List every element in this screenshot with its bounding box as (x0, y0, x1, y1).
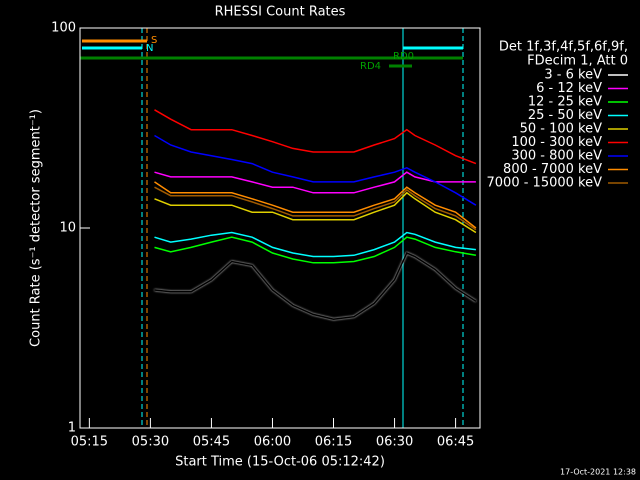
series-line (154, 186, 477, 231)
y-axis-label: Count Rate (s⁻¹ detector segment⁻¹) (29, 109, 44, 347)
legend-header: FDecim 1, Att 0 (527, 54, 628, 69)
legend-label: 300 - 800 keV (511, 149, 602, 164)
legend-header: Det 1f,3f,4f,5f,6f,9f, (499, 40, 628, 55)
x-tick-label: 06:15 (315, 435, 352, 450)
legend-label: 7000 - 15000 keV (487, 176, 603, 191)
y-tick-label: 100 (51, 21, 76, 36)
y-tick-label: 1 (68, 421, 76, 436)
plot-frame (79, 27, 481, 429)
series-line (154, 252, 477, 320)
annotation-label: S (151, 35, 157, 46)
legend-label: 800 - 7000 keV (503, 162, 602, 177)
legend-label: 100 - 300 keV (511, 135, 602, 150)
legend-label: 50 - 100 keV (520, 122, 603, 137)
annotation-label: RD4 (360, 61, 381, 72)
timestamp: 17-Oct-2021 12:38 (560, 468, 636, 477)
x-tick-label: 05:15 (71, 435, 108, 450)
annotation-label: N (146, 43, 153, 54)
legend-label: 25 - 50 keV (528, 108, 602, 123)
series-line (154, 109, 477, 165)
series-line (154, 236, 477, 264)
x-tick-label: 05:30 (132, 435, 169, 450)
series-line (154, 171, 476, 194)
y-tick-label: 10 (59, 221, 76, 236)
x-tick-label: 05:45 (193, 435, 230, 450)
x-tick-label: 06:30 (376, 435, 413, 450)
series-line (154, 191, 477, 234)
series-line (154, 181, 477, 229)
x-tick-label: 06:45 (437, 435, 474, 450)
legend-label: 3 - 6 keV (544, 68, 602, 83)
legend-label: 12 - 25 keV (528, 95, 602, 110)
series-line (154, 231, 476, 258)
series-line (154, 134, 477, 206)
x-tick-label: 06:00 (254, 435, 291, 450)
plot-area (80, 28, 480, 428)
chart-title: RHESSI Count Rates (215, 5, 346, 20)
x-axis-label: Start Time (15-Oct-06 05:12:42) (175, 455, 385, 470)
annotation-label: RD0 (393, 51, 414, 62)
legend-label: 6 - 12 keV (536, 81, 602, 96)
annotations (79, 28, 464, 428)
